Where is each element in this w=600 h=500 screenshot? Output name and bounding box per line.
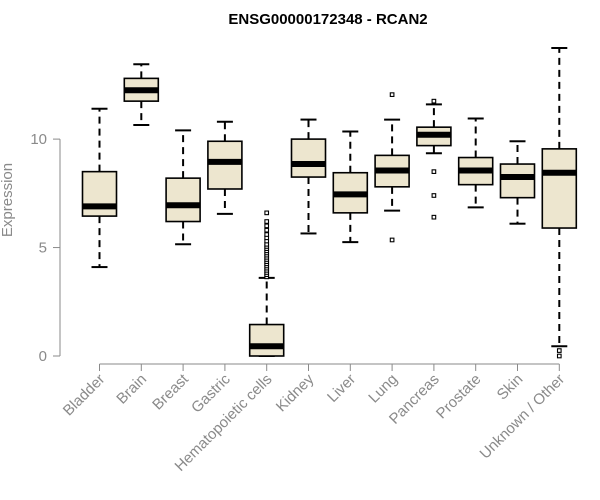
x-tick-label: Kidney	[273, 370, 318, 415]
outlier-point	[389, 92, 395, 97]
box-group-bladder	[81, 107, 118, 269]
iqr-box	[248, 323, 285, 357]
y-axis: 0 5 10	[30, 131, 61, 365]
box-group-pancreas	[416, 98, 452, 220]
box-group-breast	[165, 129, 201, 246]
outlier-point	[556, 353, 562, 359]
outlier-point	[431, 214, 437, 220]
box-group-gastric	[207, 120, 243, 215]
x-tick-label: Prostate	[433, 371, 485, 423]
outlier-point	[264, 232, 270, 237]
iqr-box	[541, 148, 578, 229]
x-tick-label: Lung	[365, 371, 401, 407]
y-tick-label: 5	[39, 240, 47, 257]
box-group-brain	[123, 63, 160, 127]
y-tick-label: 0	[39, 348, 47, 365]
outlier-point	[431, 193, 437, 198]
outlier-point	[431, 98, 437, 104]
outlier-point	[264, 227, 270, 233]
iqr-box	[165, 177, 201, 223]
outlier-point	[389, 237, 395, 243]
chart-title: ENSG00000172348 - RCAN2	[228, 11, 427, 28]
outlier-point	[264, 223, 270, 229]
box-group-kidney	[290, 118, 327, 235]
box-group-hematopoietic-cells	[248, 210, 285, 357]
plot-area	[81, 47, 578, 359]
x-tick-label: Liver	[324, 371, 359, 406]
box-group-prostate	[457, 117, 494, 209]
iqr-box	[290, 138, 327, 178]
outlier-point	[556, 348, 562, 353]
iqr-box	[499, 163, 536, 199]
iqr-box	[207, 140, 243, 190]
y-tick-label: 10	[30, 131, 47, 148]
outlier-point	[431, 169, 437, 174]
outlier-point	[264, 219, 270, 224]
outlier-point	[264, 210, 270, 216]
x-tick-label: Skin	[494, 371, 527, 404]
box-group-lung	[374, 92, 410, 243]
box-group-unknown-other	[541, 47, 578, 359]
box-group-liver	[332, 130, 369, 244]
x-tick-label: Breast	[149, 370, 192, 413]
x-tick-label: Brain	[113, 371, 150, 408]
x-tick-label: Bladder	[60, 371, 109, 420]
y-axis-label: Expression	[0, 163, 16, 237]
box-group-skin	[499, 140, 536, 225]
iqr-box	[81, 170, 118, 217]
